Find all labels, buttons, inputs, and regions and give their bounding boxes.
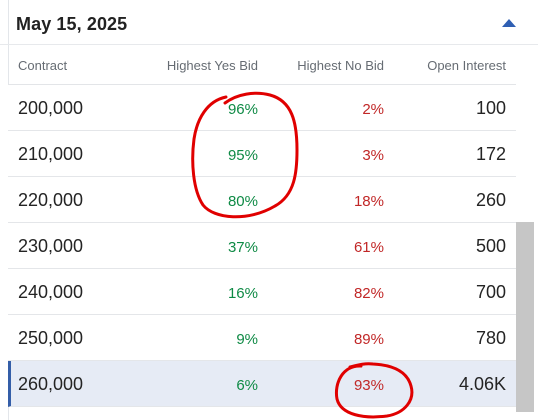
highest-no-bid-value: 93% bbox=[353, 377, 384, 394]
highest-no-bid-value: 61% bbox=[353, 239, 384, 256]
contract-value: 260,000 bbox=[18, 374, 84, 394]
table-row[interactable]: 200,000 96% 2% 100 bbox=[8, 85, 516, 131]
selected-table-row[interactable]: 260,000 6% 93% 4.06K bbox=[8, 361, 516, 407]
column-contract: Contract bbox=[18, 58, 68, 73]
highest-yes-bid-value: 37% bbox=[227, 239, 258, 256]
highest-yes-bid-value: 16% bbox=[227, 285, 258, 302]
table-row[interactable]: 220,000 80% 18% 260 bbox=[8, 177, 516, 223]
open-interest-value: 260 bbox=[475, 190, 506, 210]
open-interest-value: 4.06K bbox=[458, 374, 506, 394]
highest-yes-bid-value: 6% bbox=[236, 377, 258, 394]
highest-no-bid-value: 82% bbox=[353, 285, 384, 302]
highest-no-bid-value: 89% bbox=[353, 331, 384, 348]
column-highest-no-bid: Highest No Bid bbox=[297, 58, 384, 73]
contract-value: 210,000 bbox=[18, 144, 84, 164]
contract-value: 200,000 bbox=[18, 98, 84, 118]
highest-no-bid-value: 3% bbox=[362, 147, 384, 164]
open-interest-value: 500 bbox=[475, 236, 506, 256]
date-section-header[interactable]: May 15, 2025 bbox=[0, 0, 538, 45]
open-interest-value: 172 bbox=[475, 144, 506, 164]
table-row[interactable]: 230,000 37% 61% 500 bbox=[8, 223, 516, 269]
contract-value: 230,000 bbox=[18, 236, 84, 256]
table-header: Contract Highest Yes Bid Highest No Bid … bbox=[8, 46, 516, 85]
open-interest-value: 780 bbox=[475, 328, 506, 348]
highest-yes-bid-value: 95% bbox=[227, 147, 258, 164]
contract-value: 240,000 bbox=[18, 282, 84, 302]
highest-yes-bid-value: 96% bbox=[227, 101, 258, 118]
column-highest-yes-bid: Highest Yes Bid bbox=[166, 58, 258, 73]
collapse-button[interactable] bbox=[500, 17, 528, 37]
highest-yes-bid-value: 80% bbox=[227, 193, 258, 210]
highest-no-bid-value: 2% bbox=[362, 101, 384, 118]
table-row[interactable]: 210,000 95% 3% 172 bbox=[8, 131, 516, 177]
scrollbar-thumb[interactable] bbox=[516, 222, 534, 412]
column-open-interest: Open Interest bbox=[427, 58, 506, 73]
highest-yes-bid-value: 9% bbox=[236, 331, 258, 348]
contract-value: 220,000 bbox=[18, 190, 84, 210]
table-row[interactable]: 250,000 9% 89% 780 bbox=[8, 315, 516, 361]
caret-up-icon bbox=[502, 19, 516, 27]
contract-value: 250,000 bbox=[18, 328, 84, 348]
section-date-title: May 15, 2025 bbox=[16, 14, 128, 34]
open-interest-value: 100 bbox=[475, 98, 506, 118]
highest-no-bid-value: 18% bbox=[353, 193, 384, 210]
open-interest-value: 700 bbox=[475, 282, 506, 302]
table-row[interactable]: 240,000 16% 82% 700 bbox=[8, 269, 516, 315]
